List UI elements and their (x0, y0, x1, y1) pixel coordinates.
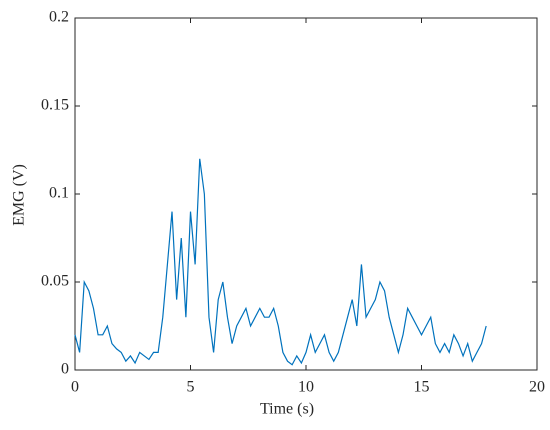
x-tick-label: 0 (71, 379, 79, 396)
x-tick-label: 10 (298, 379, 314, 396)
y-tick-label: 0.1 (49, 185, 69, 202)
y-tick-label: 0.2 (49, 9, 69, 26)
y-axis-label: EMG (V) (11, 164, 28, 226)
x-tick-label: 20 (529, 379, 545, 396)
y-tick-label: 0 (61, 361, 69, 378)
y-tick-label: 0.05 (41, 273, 69, 290)
data-line (74, 158, 487, 366)
y-tick-label: 0.15 (41, 97, 69, 114)
x-tick-label: 5 (187, 379, 195, 396)
x-tick-label: 15 (414, 379, 430, 396)
x-axis-label: Time (s) (260, 401, 314, 418)
plot-frame (74, 17, 538, 371)
